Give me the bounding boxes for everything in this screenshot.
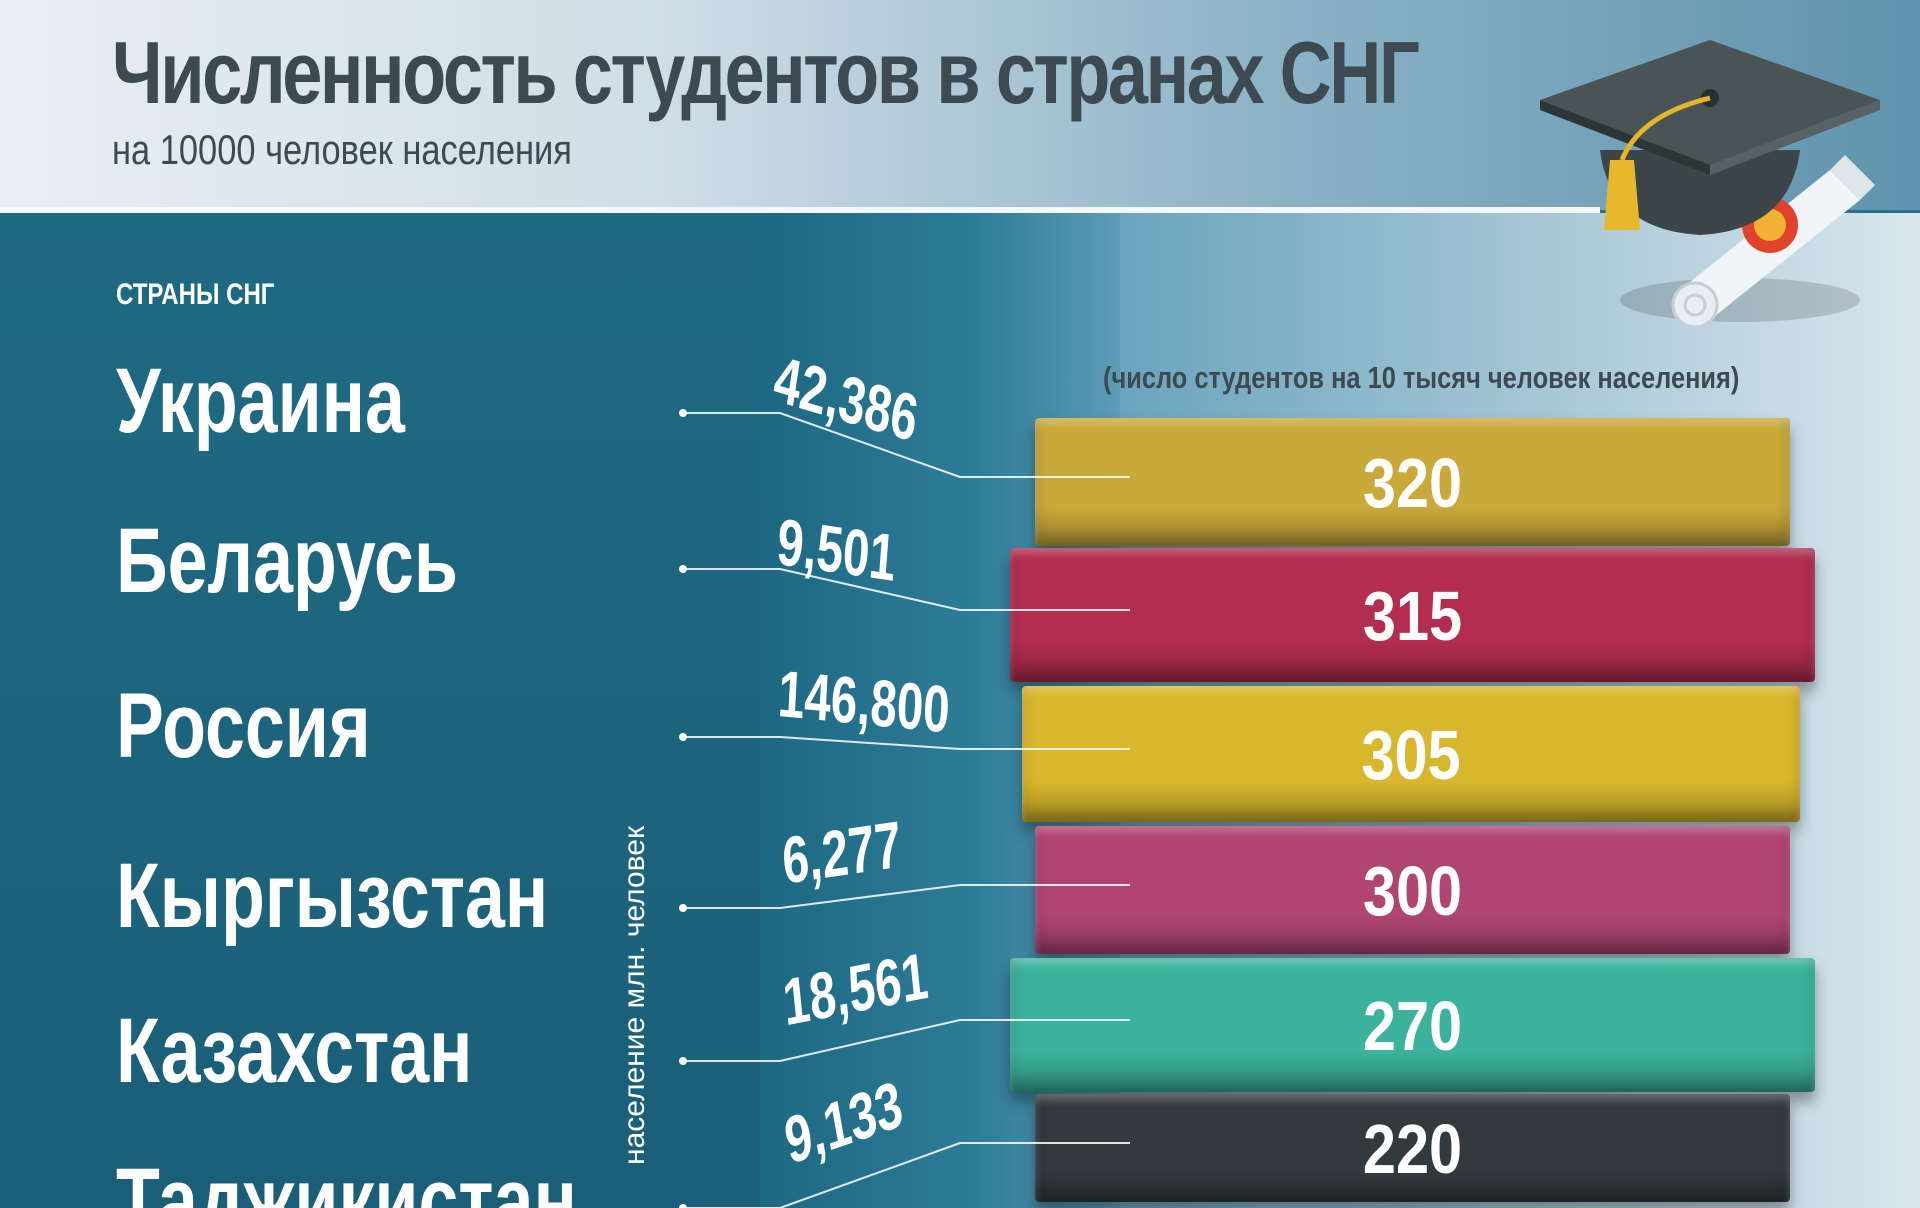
chart-subtitle: на 10000 человек населения bbox=[112, 126, 572, 173]
section-label: СТРАНЫ СНГ bbox=[116, 278, 275, 311]
bar: 305 bbox=[1022, 686, 1800, 822]
bar: 300 bbox=[1035, 826, 1790, 954]
country-label: Украина bbox=[116, 350, 405, 452]
bar: 270 bbox=[1010, 958, 1815, 1092]
country-label: Таджикистан bbox=[116, 1150, 577, 1208]
bar: 220 bbox=[1035, 1094, 1790, 1202]
bar-value-label: 315 bbox=[1362, 577, 1463, 655]
bar: 320 bbox=[1035, 418, 1790, 546]
bar: 315 bbox=[1010, 548, 1815, 682]
bar-value-label: 220 bbox=[1362, 1110, 1463, 1188]
header-divider bbox=[0, 207, 1600, 213]
bar-value-label: 320 bbox=[1362, 444, 1463, 522]
bar-value-label: 305 bbox=[1361, 716, 1461, 794]
country-label: Беларусь bbox=[116, 510, 459, 612]
chart-title: Численность студентов в странах СНГ bbox=[112, 23, 1420, 122]
countries-panel bbox=[0, 213, 760, 1208]
graduation-cap-icon bbox=[1540, 40, 1880, 329]
bar-value-label: 270 bbox=[1362, 987, 1463, 1065]
population-value: 6,277 bbox=[779, 806, 904, 898]
students-axis-label: (число студентов на 10 тысяч человек нас… bbox=[1103, 360, 1740, 395]
population-value: 9,501 bbox=[774, 504, 899, 595]
country-label: Россия bbox=[116, 675, 371, 777]
country-label: Казахстан bbox=[116, 1000, 473, 1102]
country-label: Кыргызстан bbox=[116, 845, 549, 947]
bar-value-label: 300 bbox=[1362, 852, 1463, 930]
population-value: 146,800 bbox=[776, 656, 952, 747]
population-axis-label: население млн. человек bbox=[618, 825, 651, 1165]
